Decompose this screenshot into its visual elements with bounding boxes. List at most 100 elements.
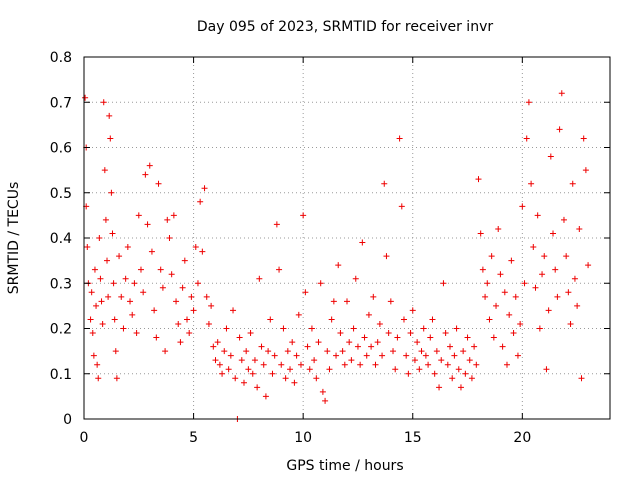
data-point — [506, 311, 513, 318]
data-point — [466, 357, 473, 364]
data-point — [269, 370, 276, 377]
data-point — [543, 366, 550, 373]
data-point — [514, 352, 521, 359]
data-point — [462, 370, 469, 377]
data-point — [368, 343, 375, 350]
data-point — [565, 289, 572, 296]
data-point — [335, 262, 342, 269]
data-point — [363, 352, 370, 359]
data-point — [372, 361, 379, 368]
data-point — [173, 298, 180, 305]
data-point — [322, 397, 329, 404]
data-point — [232, 375, 239, 382]
data-point — [545, 307, 552, 314]
data-point — [190, 307, 197, 314]
data-point — [297, 361, 304, 368]
y-tick-label: 0.7 — [50, 95, 72, 111]
data-point — [394, 334, 401, 341]
data-point — [144, 221, 151, 228]
data-point — [291, 379, 298, 386]
data-point — [319, 388, 326, 395]
data-point — [405, 370, 412, 377]
data-point — [240, 379, 247, 386]
data-point — [311, 357, 318, 364]
data-point — [287, 366, 294, 373]
data-point — [273, 221, 280, 228]
data-point — [416, 366, 423, 373]
data-point — [357, 361, 364, 368]
data-point — [124, 244, 131, 251]
data-point — [105, 293, 112, 300]
data-point — [236, 334, 243, 341]
data-point — [227, 352, 234, 359]
data-point — [265, 348, 272, 355]
data-point — [490, 334, 497, 341]
data-point — [122, 275, 129, 282]
data-point — [166, 235, 173, 241]
data-point — [453, 325, 460, 332]
data-point — [90, 352, 97, 359]
data-point — [387, 298, 394, 305]
data-point — [87, 316, 94, 323]
data-point — [361, 334, 368, 341]
data-point — [359, 239, 366, 246]
data-point — [203, 293, 210, 300]
data-point — [346, 339, 353, 346]
data-point — [464, 334, 471, 341]
data-point — [427, 334, 434, 341]
data-point — [109, 230, 116, 237]
data-point — [578, 375, 585, 382]
data-point — [510, 330, 517, 337]
data-point — [258, 343, 265, 350]
data-point — [91, 266, 98, 273]
data-point — [249, 370, 256, 377]
data-point — [131, 280, 138, 287]
data-point — [567, 320, 574, 327]
data-point — [420, 325, 427, 332]
axis-ticks: 0 0.1 0.2 0.3 0.4 0.5 0.6 0.7 0.8 0 5 10 15 20 — [50, 50, 610, 446]
data-point — [271, 352, 278, 359]
data-point — [449, 375, 456, 382]
x-axis-label: GPS time / hours — [286, 458, 403, 474]
data-point — [517, 320, 524, 327]
data-point — [133, 330, 140, 337]
data-point — [508, 257, 515, 264]
data-point — [365, 311, 372, 318]
data-point — [383, 253, 390, 260]
data-point — [210, 343, 217, 350]
data-point — [460, 348, 467, 355]
data-point — [536, 325, 543, 332]
data-point — [400, 316, 407, 323]
data-point — [93, 302, 100, 309]
data-point — [110, 280, 117, 287]
data-point — [184, 316, 191, 323]
data-point — [219, 370, 226, 377]
data-point — [289, 339, 296, 346]
data-point — [574, 302, 581, 309]
data-point — [455, 366, 462, 373]
data-point — [534, 212, 541, 219]
data-point — [324, 348, 331, 355]
data-point — [120, 325, 127, 332]
x-tick-label: 20 — [513, 430, 531, 446]
data-point — [376, 320, 383, 327]
data-point — [552, 266, 559, 273]
data-point — [254, 384, 261, 391]
data-point — [223, 325, 230, 332]
data-point — [477, 230, 484, 237]
data-point — [221, 348, 228, 355]
data-point — [558, 90, 565, 97]
x-tick-label: 0 — [80, 430, 89, 446]
data-point — [523, 135, 530, 142]
data-point — [468, 375, 475, 382]
data-points — [82, 90, 592, 422]
chart-title: Day 095 of 2023, SRMTID for receiver inv… — [197, 19, 493, 35]
data-point — [512, 293, 519, 300]
data-point — [104, 257, 111, 264]
data-point — [197, 198, 204, 205]
data-point — [352, 275, 359, 282]
data-point — [111, 316, 118, 323]
data-point — [471, 343, 478, 350]
data-point — [89, 330, 96, 337]
x-tick-label: 10 — [294, 430, 312, 446]
